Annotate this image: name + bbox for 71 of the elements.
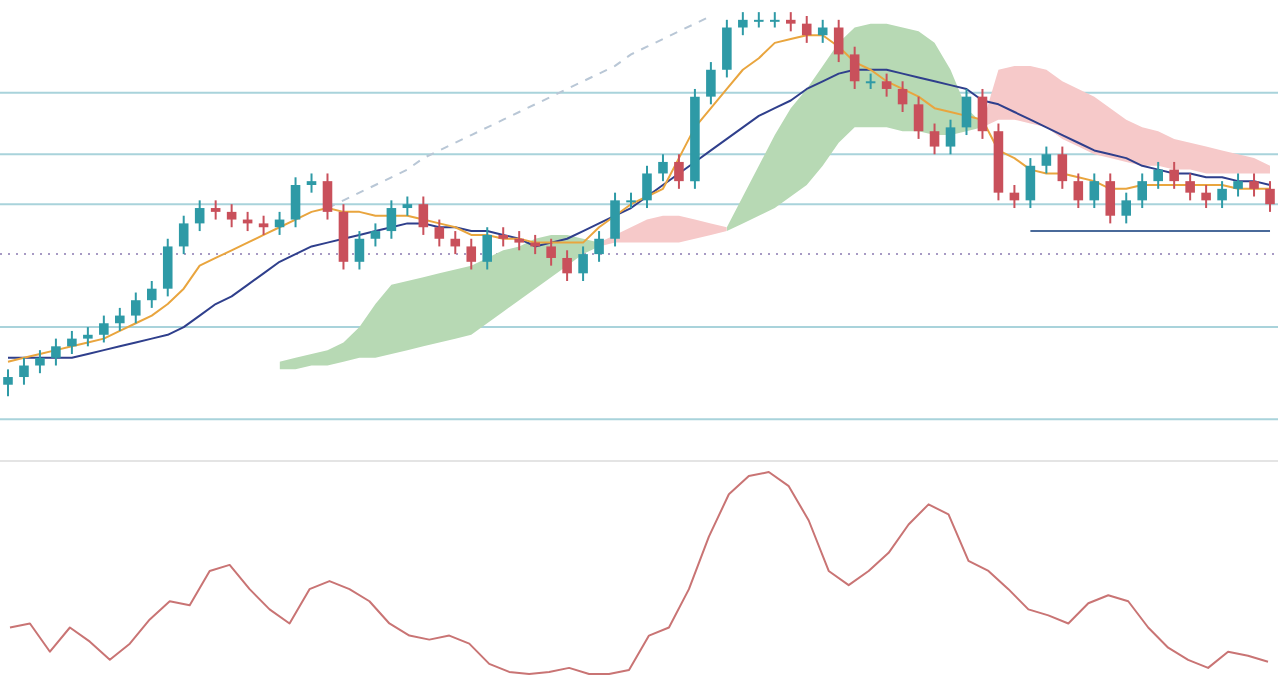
candlestick — [370, 222, 381, 248]
candlestick — [146, 280, 157, 309]
candlestick — [929, 122, 940, 156]
candlestick — [945, 118, 956, 156]
candlestick — [706, 61, 716, 106]
candlestick — [961, 87, 972, 137]
candlestick — [977, 87, 988, 140]
candlestick — [913, 95, 924, 140]
candlestick — [1121, 191, 1132, 225]
candlestick — [817, 18, 828, 44]
candlestick — [194, 199, 205, 233]
candlestick — [770, 11, 780, 29]
candlestick — [833, 18, 844, 64]
candlestick — [306, 172, 317, 194]
candlestick — [386, 199, 397, 240]
candlestick — [754, 11, 764, 29]
candlestick — [1169, 160, 1179, 190]
candlestick — [1105, 172, 1116, 225]
candlestick — [897, 80, 908, 114]
candlestick — [322, 172, 333, 221]
candlestick — [51, 337, 61, 367]
candlestick — [99, 314, 109, 344]
candlestick — [849, 45, 860, 90]
candlestick — [466, 237, 477, 271]
candlestick — [1041, 145, 1052, 175]
candlestick — [498, 226, 509, 248]
candlestick — [658, 153, 668, 183]
candlestick — [610, 191, 620, 248]
candlestick — [450, 230, 461, 256]
candlestick — [482, 226, 493, 271]
candlestick — [178, 214, 189, 256]
candlestick — [1153, 160, 1163, 190]
candlestick — [674, 153, 684, 190]
candlestick — [35, 349, 45, 375]
candlestick — [642, 164, 652, 210]
candlestick — [290, 176, 301, 229]
candlestick — [562, 249, 572, 283]
candlestick — [722, 18, 732, 79]
candlestick — [1089, 172, 1100, 210]
candlestick — [594, 230, 604, 263]
candlestick — [738, 11, 748, 37]
candlestick — [83, 326, 93, 348]
candlestick — [1233, 172, 1243, 198]
candlestick — [354, 230, 365, 271]
candlestick — [1025, 157, 1036, 210]
candlestick — [210, 199, 221, 221]
candlestick — [19, 356, 29, 386]
candlestick — [162, 237, 173, 298]
candlestick — [785, 11, 796, 33]
candlestick — [3, 368, 13, 398]
candlestick — [1249, 172, 1259, 198]
candlestick — [1217, 180, 1227, 210]
candlestick — [258, 214, 269, 236]
candlestick — [434, 218, 445, 248]
candlestick — [67, 329, 77, 355]
candlestick — [546, 237, 556, 267]
candlestick — [578, 245, 588, 283]
candlestick — [801, 14, 812, 44]
candlestick — [1201, 183, 1211, 210]
candlestick — [1073, 172, 1084, 210]
candlestick — [115, 306, 125, 332]
candlestick — [1137, 172, 1148, 210]
candlestick — [131, 291, 141, 325]
candlestick — [514, 230, 524, 252]
candlestick — [418, 195, 429, 236]
candlestick — [881, 72, 892, 98]
candlestick — [1265, 180, 1275, 213]
candlestick — [1057, 145, 1068, 190]
candlestick — [226, 203, 237, 229]
candlestick — [402, 195, 413, 217]
candlestick — [1185, 172, 1195, 202]
